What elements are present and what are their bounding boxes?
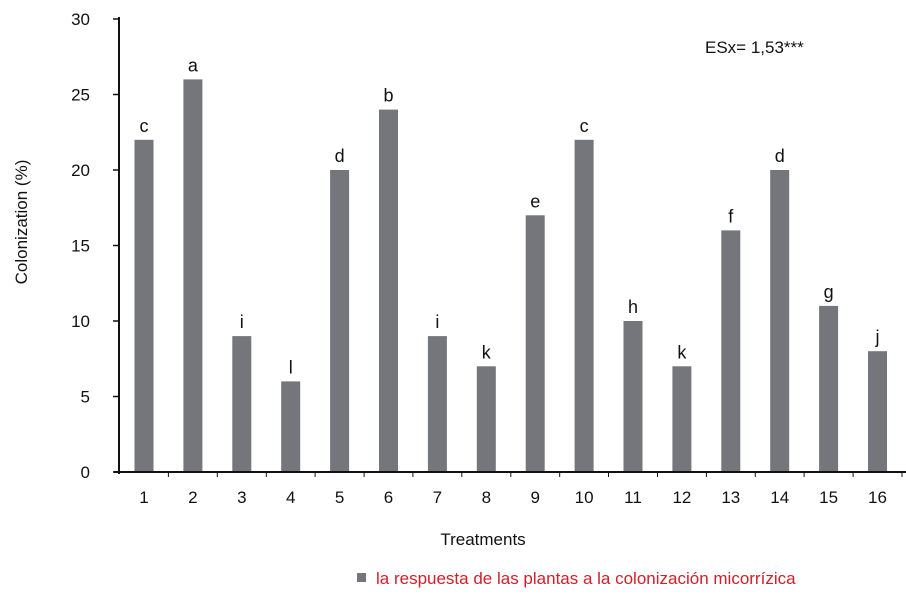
x-tick-label: 10 bbox=[575, 488, 594, 507]
bar bbox=[330, 170, 350, 472]
significance-letter: b bbox=[383, 86, 393, 106]
y-tick-label: 5 bbox=[81, 388, 90, 407]
bar bbox=[476, 366, 496, 472]
bar bbox=[281, 381, 301, 472]
bar bbox=[525, 215, 545, 473]
x-tick-label: 9 bbox=[530, 488, 539, 507]
statistics-annotation: ESx= 1,53*** bbox=[705, 38, 804, 57]
bar bbox=[819, 305, 839, 472]
bar bbox=[770, 170, 790, 472]
y-tick-label: 25 bbox=[71, 86, 90, 105]
significance-letter: i bbox=[435, 312, 439, 332]
y-tick-label: 30 bbox=[71, 10, 90, 29]
x-tick-label: 11 bbox=[624, 488, 642, 507]
x-tick-label: 2 bbox=[188, 488, 197, 507]
x-tick-label: 8 bbox=[482, 488, 491, 507]
bar bbox=[868, 351, 887, 472]
bar bbox=[183, 79, 203, 473]
significance-letter: l bbox=[289, 357, 293, 377]
x-tick-label: 6 bbox=[384, 488, 393, 507]
bar bbox=[427, 336, 447, 472]
x-axis: 1 2 3 4 5 6 7 8 9 10 11 12 13 14 15 16 bbox=[114, 471, 906, 507]
legend-label: la respuesta de las plantas a la coloniz… bbox=[376, 569, 796, 588]
x-tick-label: 3 bbox=[237, 488, 246, 507]
significance-letter: i bbox=[240, 312, 244, 332]
legend-swatch bbox=[357, 573, 366, 582]
significance-letter: j bbox=[875, 327, 880, 347]
significance-letter: k bbox=[677, 342, 687, 362]
x-tick-label: 4 bbox=[286, 488, 295, 507]
y-tick-label: 20 bbox=[71, 161, 90, 180]
significance-letter: a bbox=[188, 55, 199, 75]
significance-letters-group: c a i l d b i k e c h k f d g j bbox=[140, 55, 880, 377]
x-tick-label: 5 bbox=[335, 488, 344, 507]
significance-letter: c bbox=[580, 116, 589, 136]
y-tick-label: 15 bbox=[71, 237, 90, 256]
x-tick-label: 13 bbox=[721, 488, 740, 507]
x-tick-label: 16 bbox=[868, 488, 887, 507]
x-tick-label: 1 bbox=[139, 488, 148, 507]
x-tick-label: 14 bbox=[770, 488, 789, 507]
bars-group bbox=[134, 79, 887, 473]
bar bbox=[721, 230, 741, 472]
significance-letter: e bbox=[530, 191, 540, 211]
x-tick-label: 15 bbox=[819, 488, 838, 507]
significance-letter: k bbox=[482, 342, 492, 362]
significance-letter: c bbox=[140, 116, 149, 136]
y-tick-label: 10 bbox=[71, 312, 90, 331]
x-tick-label: 12 bbox=[672, 488, 691, 507]
bar bbox=[379, 109, 398, 472]
bar bbox=[134, 139, 154, 473]
y-axis-label: Colonization (%) bbox=[12, 160, 31, 285]
bar bbox=[672, 366, 692, 472]
bar bbox=[574, 139, 594, 473]
x-tick-label: 7 bbox=[433, 488, 442, 507]
x-axis-label: Treatments bbox=[440, 530, 525, 549]
significance-letter: f bbox=[728, 206, 734, 226]
significance-letter: g bbox=[824, 282, 834, 302]
bar bbox=[623, 321, 643, 472]
bar bbox=[232, 336, 252, 472]
y-tick-label: 0 bbox=[81, 463, 90, 482]
significance-letter: d bbox=[775, 146, 785, 166]
y-axis: 0 5 10 15 20 25 30 bbox=[71, 10, 120, 482]
legend: la respuesta de las plantas a la coloniz… bbox=[357, 569, 796, 589]
significance-letter: d bbox=[335, 146, 345, 166]
significance-letter: h bbox=[628, 297, 638, 317]
